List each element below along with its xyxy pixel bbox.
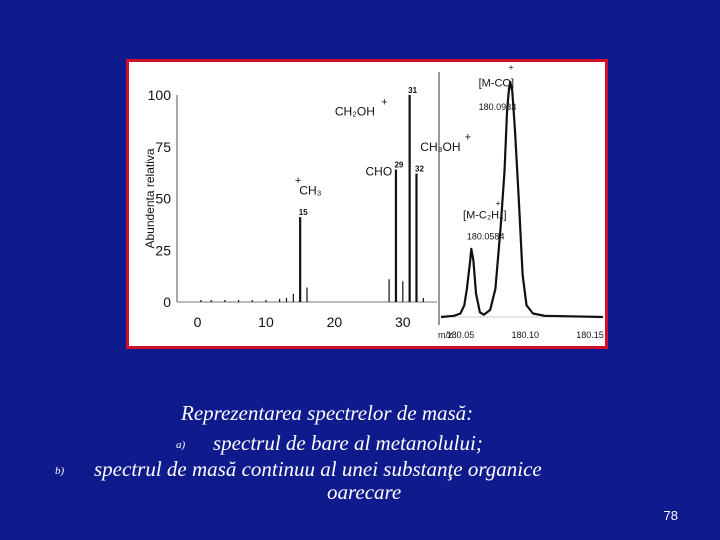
ion-annotation: +: [465, 132, 471, 144]
ion-annotation: [M-C₂H₄]: [463, 209, 507, 221]
ion-annotation: [M-CO]: [479, 78, 514, 90]
caption-item-a: spectrul de bare al metanolului;: [213, 431, 483, 455]
x-tick-label: 20: [327, 314, 343, 330]
spectrum-curve: [440, 80, 604, 319]
x-tick-label: 10: [258, 314, 274, 330]
y-tick-label: 100: [148, 87, 172, 103]
ion-annotation: CH₃: [299, 183, 321, 197]
y-tick-label: 0: [163, 294, 171, 310]
y-axis-label: Abundenta relativa: [143, 148, 157, 248]
ion-annotation: +: [295, 175, 301, 187]
x-tick-label: 180.05: [447, 330, 475, 340]
ion-annotation: CH₂OH: [335, 105, 375, 119]
peak-label: 31: [408, 86, 417, 95]
ion-annotation: 180.0584: [467, 231, 505, 241]
item-a-marker: a): [176, 439, 186, 451]
x-axis-label: m/z: [438, 330, 453, 340]
caption-item-b-line2: oarecare: [327, 480, 402, 504]
ion-annotation: +: [381, 96, 387, 108]
caption-item-b-line1: spectrul de masă continuu al unei substa…: [94, 457, 542, 481]
ion-annotation: 180.0933: [479, 102, 517, 112]
x-tick-label: 180.15: [576, 330, 604, 340]
spectra-svg: 0 25 50 75 100 0 10 20 30 Abundenta relativa 15 29 3…: [143, 62, 604, 340]
page-number: 78: [663, 508, 678, 523]
item-b-marker: b): [55, 465, 65, 477]
ion-annotation: +: [508, 62, 513, 72]
caption-title: Reprezentarea spectrelor de masă:: [181, 401, 474, 425]
peak-label: 32: [415, 165, 424, 174]
x-tick-label: 30: [395, 314, 411, 330]
spectra-figure: 0 25 50 75 100 0 10 20 30 Abundenta relativa 15 29 3…: [126, 59, 608, 349]
y-tick-label: 25: [155, 242, 171, 258]
ion-annotation: CHO: [366, 165, 393, 179]
ion-annotation: CH₃OH: [420, 140, 460, 154]
peak-label: 15: [299, 208, 308, 217]
y-tick-label: 75: [155, 139, 171, 155]
ion-annotation: +: [495, 199, 500, 209]
y-tick-label: 50: [155, 191, 171, 207]
x-tick-label: 180.10: [511, 330, 539, 340]
x-tick-label: 0: [194, 314, 202, 330]
peak-label: 29: [394, 161, 403, 170]
